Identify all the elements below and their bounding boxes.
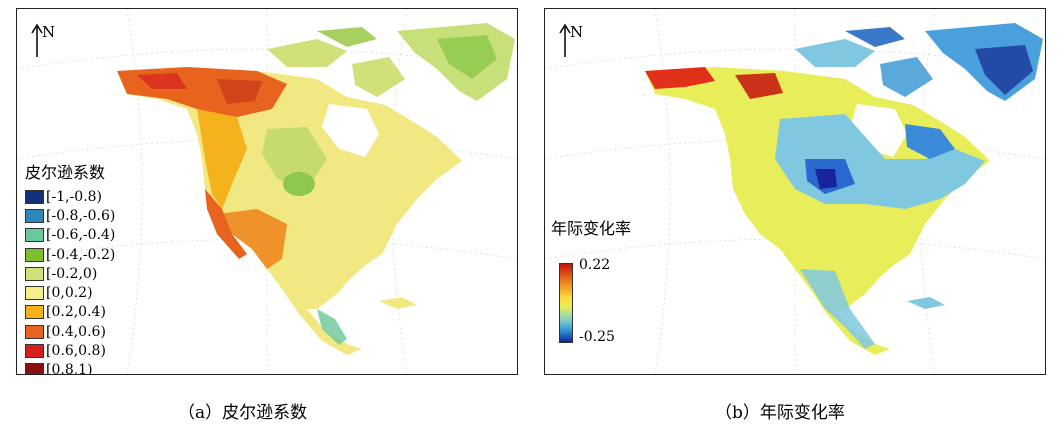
legend-item: [-0.6,-0.4) — [25, 226, 115, 245]
legend-label: [0.8,1) — [46, 362, 93, 375]
hudson-bay — [322, 104, 379, 157]
legend-label: [-0.2,0) — [46, 265, 98, 282]
legend-item: [-0.2,0) — [25, 264, 115, 283]
legend-label: [-0.8,-0.6) — [46, 207, 116, 224]
legend-swatch — [25, 305, 44, 320]
legend-swatch — [25, 286, 44, 301]
legend-item: [0.4,0.6) — [25, 322, 115, 341]
legend-label: [0,0.2) — [46, 285, 93, 302]
north-america-map-change-rate — [545, 9, 1045, 374]
legend-change-rate: 年际变化率 0.22 -0.25 — [551, 215, 632, 345]
legend-swatch — [25, 189, 44, 204]
legend-swatch — [25, 266, 44, 281]
legend-swatch — [25, 324, 44, 339]
north-arrow-icon — [31, 23, 43, 57]
north-arrow: N — [31, 23, 61, 63]
mainland-region — [117, 67, 462, 355]
north-america-map-pearson — [17, 9, 517, 374]
map-panel-pearson: N 皮尔逊系数 [-1,-0.8) [-0.8,-0.6) [-0.6,-0.4) [… — [16, 8, 518, 375]
north-label: N — [42, 23, 56, 41]
legend-label: [0.2,0.4) — [46, 304, 106, 321]
legend-item: [-1,-0.8) — [25, 187, 115, 206]
legend-item: [0.2,0.4) — [25, 303, 115, 322]
legend-swatch — [25, 247, 44, 262]
legend-item: [-0.8,-0.6) — [25, 206, 115, 225]
legend-item: [0.6,0.8) — [25, 341, 115, 360]
map-panel-change-rate: N 年际变化率 0.22 -0.25 — [544, 8, 1046, 375]
legend-label: [-0.6,-0.4) — [46, 227, 116, 244]
legend-swatch — [25, 228, 44, 243]
legend-item: [0.8,1) — [25, 361, 115, 375]
legend-title: 皮尔逊系数 — [25, 163, 106, 182]
legend-swatch — [25, 208, 44, 223]
north-label: N — [570, 23, 584, 41]
legend-swatch — [25, 344, 44, 359]
legend-pearson: 皮尔逊系数 [-1,-0.8) [-0.8,-0.6) [-0.6,-0.4) [-0… — [25, 159, 115, 375]
legend-label: [0.4,0.6) — [46, 323, 106, 340]
ramp-min-label: -0.25 — [579, 329, 615, 345]
legend-label: [-0.4,-0.2) — [46, 246, 116, 263]
legend-label: [0.6,0.8) — [46, 343, 106, 360]
legend-item: [0,0.2) — [25, 283, 115, 302]
north-arrow: N — [559, 23, 589, 63]
mainland-region — [645, 67, 990, 355]
north-arrow-icon — [559, 23, 571, 57]
legend-item: [-0.4,-0.2) — [25, 245, 115, 264]
legend-title: 年际变化率 — [551, 219, 632, 238]
legend-label: [-1,-0.8) — [46, 188, 103, 205]
caption-change-rate: （b）年际变化率 — [715, 403, 845, 423]
color-ramp — [559, 263, 573, 343]
caption-pearson: （a）皮尔逊系数 — [178, 403, 308, 423]
legend-swatch — [25, 363, 44, 374]
ramp-max-label: 0.22 — [579, 257, 611, 273]
